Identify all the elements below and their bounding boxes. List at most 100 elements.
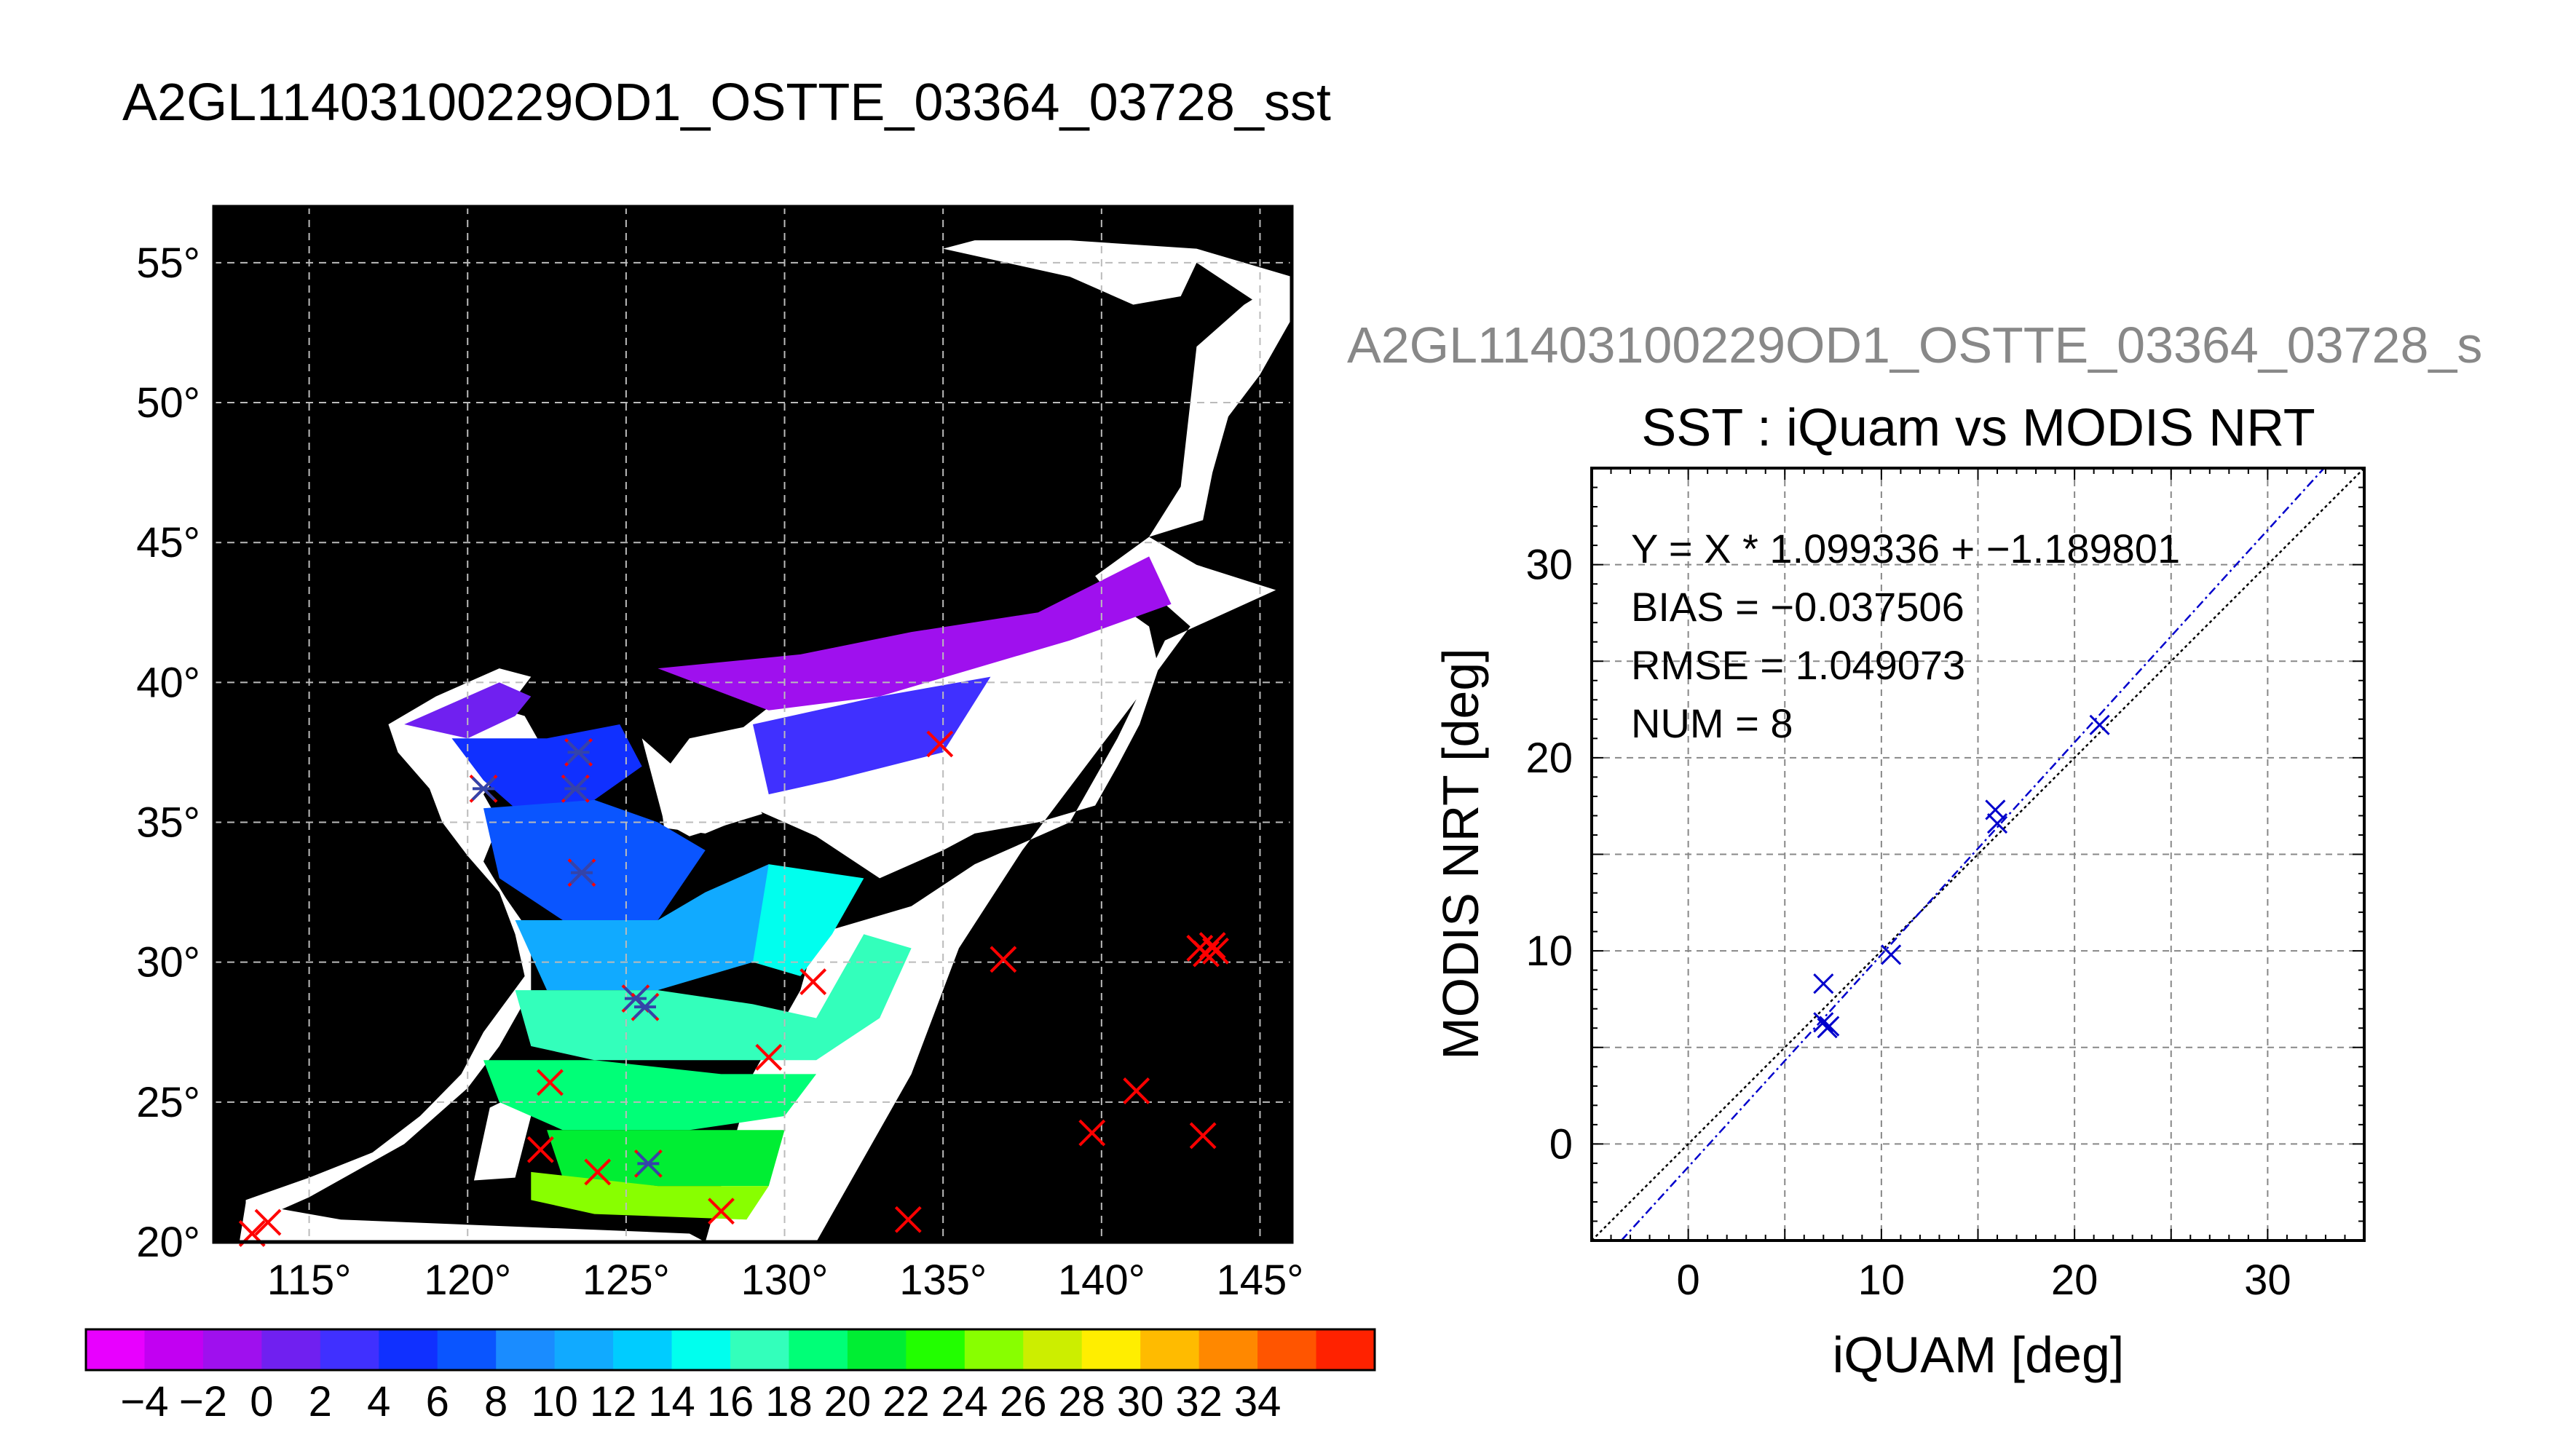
- matchup-point-in-swath-star: [563, 776, 588, 801]
- stats-rmse: RMSE = 1.049073: [1631, 642, 1965, 688]
- lat-tick-label: 25°: [136, 1079, 200, 1126]
- colorbar-segment: [496, 1329, 556, 1370]
- colorbar-tick-label: 26: [1000, 1378, 1047, 1425]
- matchup-point-outside: [990, 946, 1017, 973]
- latitude-tick-labels: 55° 50° 45° 40° 35° 30° 25° 20°: [136, 240, 200, 1266]
- colorbar-segment: [1257, 1329, 1317, 1370]
- lon-tick-label: 135°: [899, 1257, 987, 1304]
- lon-tick-label: 130°: [741, 1257, 829, 1304]
- lat-tick-label: 30°: [136, 939, 200, 986]
- marker-stroke: [926, 730, 954, 758]
- lon-tick-label: 125°: [583, 1257, 670, 1304]
- marker-stroke: [1813, 973, 1834, 994]
- map-frame: [212, 205, 1294, 1244]
- colorbar-tick-label: 24: [941, 1378, 989, 1425]
- marker-stroke: [526, 1136, 554, 1163]
- marker-stroke: [708, 1198, 735, 1225]
- land-okhotsk-coast: [943, 240, 1292, 319]
- colorbar-segment: [202, 1329, 262, 1370]
- stats-num: NUM = 8: [1631, 700, 1793, 746]
- matchup-point-in-swath-star: [633, 994, 657, 1019]
- sst-patch: [657, 556, 1172, 711]
- sst-patch: [515, 864, 801, 991]
- colorbar-tick-label: 12: [590, 1378, 637, 1425]
- colorbar-segment: [964, 1329, 1024, 1370]
- colorbar-frame: [84, 1328, 1376, 1372]
- colorbar-segment: [847, 1329, 907, 1370]
- matchup-point-outside: [926, 730, 954, 758]
- colorbar-tick-label: 32: [1175, 1378, 1223, 1425]
- marker-stroke: [1186, 935, 1214, 962]
- colorbar-segment: [1081, 1329, 1141, 1370]
- matchup-point-outside: [1078, 1119, 1106, 1147]
- scatter-point: [1813, 973, 1834, 994]
- marker-stroke: [1881, 944, 1902, 965]
- lat-tick-label: 45°: [136, 519, 200, 566]
- sst-patch: [753, 864, 864, 976]
- matchup-point-outside: [1123, 1077, 1150, 1104]
- colorbar-segment: [1316, 1329, 1375, 1370]
- scatter-x-tick-label: 30: [2244, 1257, 2291, 1304]
- colorbar-segment: [671, 1329, 731, 1370]
- scatter-x-axis-label: iQUAM [deg]: [1833, 1326, 2125, 1383]
- matchup-point-in-swath-star: [471, 776, 496, 801]
- land-taiwan: [473, 1093, 532, 1181]
- scatter-x-tick-label: 0: [1676, 1257, 1699, 1304]
- colorbar-tick-label: 0: [250, 1378, 273, 1425]
- colorbar-segment: [613, 1329, 673, 1370]
- colorbar-tick-label: 30: [1117, 1378, 1164, 1425]
- sst-field: [404, 556, 1172, 1220]
- scatter-points: [1813, 714, 2110, 1039]
- colorbar-segment: [144, 1329, 204, 1370]
- matchup-point-outside: [254, 1208, 282, 1236]
- scatter-panel: A2GL11403100229OD1_OSTTE_03364_03728_s S…: [1347, 317, 2482, 1383]
- scatter-y-axis-label: MODIS NRT [deg]: [1432, 648, 1489, 1059]
- marker-stroke: [799, 968, 827, 995]
- sst-patch: [753, 676, 991, 795]
- colorbar-segment: [730, 1329, 790, 1370]
- scatter-point: [1986, 812, 2008, 834]
- colorbar-segment: [379, 1329, 438, 1370]
- matchup-point-in-swath-star: [636, 1151, 660, 1176]
- land-china-coast: [245, 668, 548, 1225]
- map-panel: 115° 120° 125° 130° 135° 140° 145° 55° 50° 45° 40…: [136, 205, 1303, 1304]
- colorbar-segment: [789, 1329, 848, 1370]
- matchup-point-outside: [584, 1158, 612, 1186]
- scatter-point: [1817, 1018, 1838, 1039]
- colorbar-tick-label: 22: [882, 1378, 930, 1425]
- marker-stroke: [755, 1043, 783, 1071]
- matchup-point-outside: [708, 1198, 735, 1225]
- sst-patch: [483, 1060, 817, 1131]
- fit-line: [1620, 467, 2325, 1241]
- scatter-y-tick-label: 10: [1525, 927, 1573, 975]
- colorbar-tick-label: 10: [531, 1378, 578, 1425]
- colorbar-tick-label: 16: [707, 1378, 754, 1425]
- matchup-point-in-swath-star: [566, 740, 591, 764]
- sst-patch: [451, 724, 642, 809]
- colorbar-tick-label: 34: [1234, 1378, 1282, 1425]
- colorbar-segment: [320, 1329, 379, 1370]
- colorbar-tick-label: 6: [426, 1378, 449, 1425]
- scatter-x-tick-label: 20: [2051, 1257, 2098, 1304]
- scatter-lines: [1591, 467, 2365, 1241]
- scatter-point: [2089, 714, 2110, 735]
- sst-patch: [515, 934, 912, 1061]
- colorbar-segment: [86, 1329, 146, 1370]
- lon-tick-label: 140°: [1058, 1257, 1145, 1304]
- scatter-y-tick-label: 20: [1525, 735, 1573, 782]
- scatter-title: SST : iQuam vs MODIS NRT: [1641, 399, 2315, 457]
- sst-patch: [547, 1130, 785, 1187]
- colorbar-tick-label: 8: [484, 1378, 508, 1425]
- stats-bias: BIAS = −0.037506: [1631, 584, 1964, 630]
- map-gridlines: [214, 207, 1292, 1243]
- matchup-point-outside: [526, 1136, 554, 1163]
- matchup-point-outside: [536, 1069, 564, 1096]
- colorbar-tick-label: 28: [1058, 1378, 1105, 1425]
- lat-tick-label: 35°: [136, 799, 200, 847]
- marker-stroke: [894, 1206, 922, 1233]
- colorbar-tick-label: −2: [179, 1378, 227, 1425]
- colorbar-tick-label: 20: [824, 1378, 872, 1425]
- colorbar-segment: [554, 1329, 614, 1370]
- sst-patch: [531, 1171, 769, 1220]
